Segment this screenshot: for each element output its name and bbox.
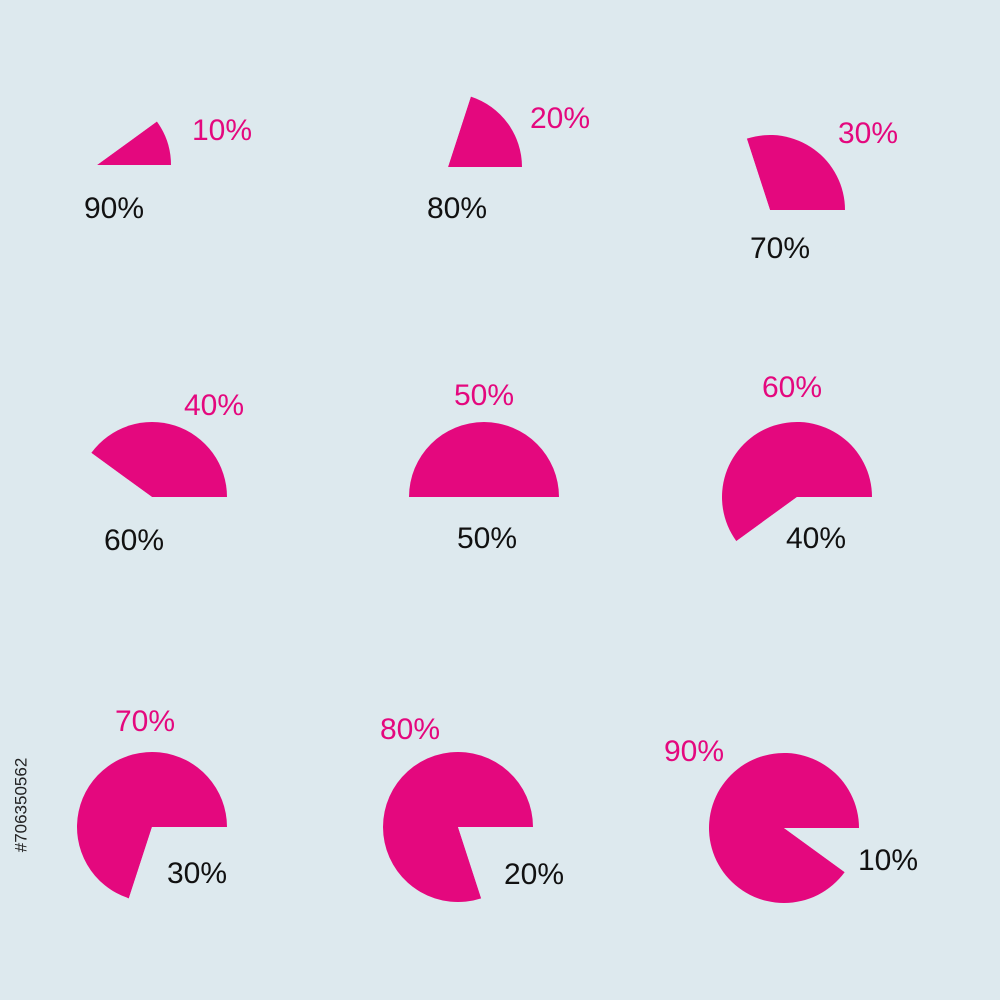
pie-slice: [746, 134, 845, 210]
pie-slice: [736, 497, 872, 573]
pie-slice: [458, 827, 533, 899]
value-label: 50%: [454, 379, 514, 412]
value-label: 30%: [167, 857, 227, 890]
pie-slice: [91, 422, 227, 497]
value-label: 30%: [838, 117, 898, 150]
value-label: 90%: [84, 192, 144, 225]
value-label: 20%: [504, 858, 564, 891]
pie-slice: [374, 93, 522, 242]
value-label: 90%: [664, 735, 724, 768]
pie-slice: [97, 121, 171, 165]
pie-slice: [76, 751, 227, 899]
pie-slice: [23, 90, 172, 239]
value-label: 80%: [380, 713, 440, 746]
value-label: 70%: [115, 705, 175, 738]
pie-slice: [409, 497, 559, 572]
value-label: 70%: [750, 232, 810, 265]
pie-slice: [128, 827, 227, 902]
value-label: 40%: [786, 522, 846, 555]
stock-id: #706350562: [11, 758, 30, 853]
pie-slice: [722, 422, 872, 542]
value-label: 10%: [192, 114, 252, 147]
value-label: 10%: [858, 844, 918, 877]
pie-slice: [383, 751, 533, 902]
value-label: 20%: [530, 102, 590, 135]
pie-slice: [448, 96, 522, 167]
pie-slice: [409, 422, 559, 497]
value-label: 60%: [104, 524, 164, 557]
pie-slice: [76, 452, 227, 573]
value-label: 50%: [457, 522, 517, 555]
value-label: 60%: [762, 371, 822, 404]
pie-slice: [695, 138, 845, 285]
pie-slice: [784, 828, 859, 873]
value-label: 40%: [184, 389, 244, 422]
value-label: 80%: [427, 192, 487, 225]
